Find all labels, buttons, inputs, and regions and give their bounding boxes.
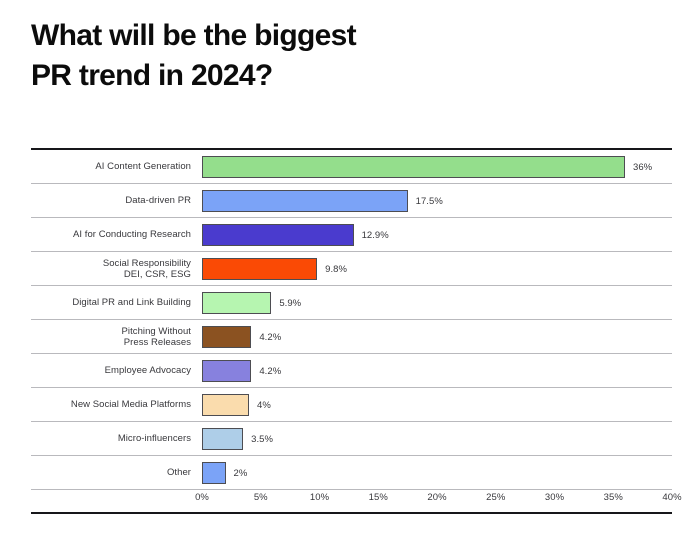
bar-value-label: 2% [233,467,248,479]
bar-value-label: 4.2% [259,331,282,343]
bar-category-label: Employee Advocacy [31,354,191,388]
chart-row: AI for Conducting Research 12.9% [31,218,672,252]
bar[interactable] [202,156,625,178]
title-line-2: PR trend in 2024? [31,59,273,92]
x-axis-tick-label: 20% [427,492,447,503]
bar-track: 3.5% [202,422,672,456]
bar-category-label-line-1: Micro-influencers [117,433,191,445]
bar-category-label-line-1: Employee Advocacy [104,365,191,377]
chart-row: Social Responsibility DEI, CSR, ESG 9.8% [31,252,672,286]
bar[interactable] [202,428,244,450]
bar[interactable] [202,190,408,212]
bar[interactable] [202,394,249,416]
bar-track: 12.9% [202,218,672,252]
x-axis: 0% 5% 10% 15% 20% 25% 30% 35% 40% [195,492,681,510]
bar-category-label-line-1: AI Content Generation [95,161,191,173]
bar-category-label: AI Content Generation [31,150,191,184]
bar[interactable] [202,462,226,484]
bar-category-label: Other [31,456,191,490]
chart-row: Micro-influencers 3.5% [31,422,672,456]
bar-track: 17.5% [202,184,672,218]
bar-category-label: AI for Conducting Research [31,218,191,252]
chart-row: Other 2% [31,456,672,490]
bar-value-label: 12.9% [361,229,389,241]
bar-category-label: Pitching Without Press Releases [31,320,191,354]
bar-category-label-line-1: Pitching Without [121,325,191,337]
chart-rows: AI Content Generation 36% Data-driven PR 17… [31,150,672,490]
bar-category-label-line-1: AI for Conducting Research [73,229,191,241]
bar-value-label: 17.5% [415,195,443,207]
chart-row: New Social Media Platforms 4% [31,388,672,422]
x-axis-tick-label: 35% [603,492,623,503]
chart-row: Employee Advocacy 4.2% [31,354,672,388]
bar-track: 2% [202,456,672,490]
x-axis-tick-label: 5% [253,492,268,503]
bar-track: 4.2% [202,354,672,388]
bar-category-label-line-2: DEI, CSR, ESG [123,269,191,280]
x-axis-tick-label: 25% [486,492,506,503]
bar-category-label-line-1: Data-driven PR [125,195,191,207]
bar-category-label-line-2: Press Releases [123,337,191,348]
chart-row: Data-driven PR 17.5% [31,184,672,218]
bar-category-label-line-1: Other [166,467,191,479]
chart-row: AI Content Generation 36% [31,150,672,184]
chart-row: Digital PR and Link Building 5.9% [31,286,672,320]
bar-value-label: 4.2% [259,365,282,377]
bar[interactable] [202,224,354,246]
bar-category-label-line-1: Digital PR and Link Building [72,297,191,309]
x-axis-tick-label: 10% [309,492,330,503]
bar-category-label: Micro-influencers [31,422,191,456]
bar-category-label: Data-driven PR [31,184,191,218]
title-line-1: What will be the biggest [31,19,357,52]
bar-value-label: 5.9% [279,297,302,309]
bar-track: 5.9% [202,286,672,320]
bar[interactable] [202,326,252,348]
bar[interactable] [202,258,318,280]
chart-row: Pitching Without Press Releases 4.2% [31,320,672,354]
bar-category-label: Social Responsibility DEI, CSR, ESG [31,252,191,286]
bar-track: 9.8% [202,252,672,286]
bar-chart: AI Content Generation 36% Data-driven PR 17… [31,148,682,514]
chart-bottom-rule [31,512,672,514]
bar-value-label: 3.5% [251,433,273,445]
bar-value-label: 9.8% [325,263,347,275]
bar-category-label-line-1: New Social Media Platforms [70,399,191,411]
bar-value-label: 36% [633,161,653,173]
bar[interactable] [202,360,252,382]
x-axis-tick-label: 40% [662,492,682,503]
bar[interactable] [202,292,272,314]
x-axis-tick-label: 15% [368,492,388,503]
bar-track: 4.2% [202,320,672,354]
bar-track: 36% [202,150,672,184]
bar-track: 4% [202,388,672,422]
bar-value-label: 4% [257,399,271,411]
x-axis-tick-label: 30% [544,492,565,503]
bar-category-label: New Social Media Platforms [31,388,191,422]
bar-category-label: Digital PR and Link Building [31,286,191,320]
page-title: What will be the biggest PR trend in 202… [31,16,551,96]
chart-top-rule [31,148,672,150]
bar-category-label-line-1: Social Responsibility [102,257,191,269]
x-axis-tick-label: 0% [195,492,209,503]
